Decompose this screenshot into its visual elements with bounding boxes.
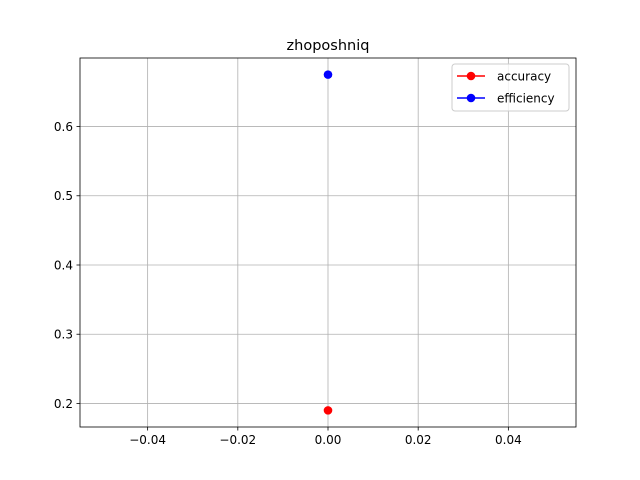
- legend-item-efficiency: efficiency: [457, 91, 555, 105]
- grid-lines: [80, 58, 576, 427]
- legend-marker: [466, 93, 476, 103]
- y-tick-label: 0.3: [54, 328, 73, 342]
- x-tick-label: 0.04: [495, 433, 522, 447]
- legend-marker: [466, 71, 476, 81]
- legend-label: efficiency: [497, 91, 555, 105]
- x-tick-label: −0.04: [129, 433, 166, 447]
- series-efficiency: [323, 70, 333, 79]
- legend-label: accuracy: [497, 69, 551, 83]
- data-point: [323, 70, 333, 79]
- legend-item-accuracy: accuracy: [457, 69, 551, 83]
- x-tick-label: 0.02: [405, 433, 432, 447]
- y-tick-label: 0.6: [54, 120, 73, 134]
- y-axis: 0.2 0.3 0.4 0.5 0.6: [54, 120, 80, 411]
- y-tick-label: 0.4: [54, 258, 73, 272]
- y-tick-label: 0.5: [54, 189, 73, 203]
- series-accuracy: [323, 406, 333, 415]
- x-tick-label: −0.02: [219, 433, 256, 447]
- series-layer: [323, 70, 333, 415]
- legend: accuracy efficiency: [451, 63, 570, 112]
- y-tick-label: 0.2: [54, 397, 73, 411]
- data-point: [323, 406, 333, 415]
- x-tick-label: 0.00: [315, 433, 342, 447]
- x-axis: −0.04 −0.02 0.00 0.02 0.04: [129, 427, 522, 447]
- chart-title: zhoposhniq: [287, 38, 370, 54]
